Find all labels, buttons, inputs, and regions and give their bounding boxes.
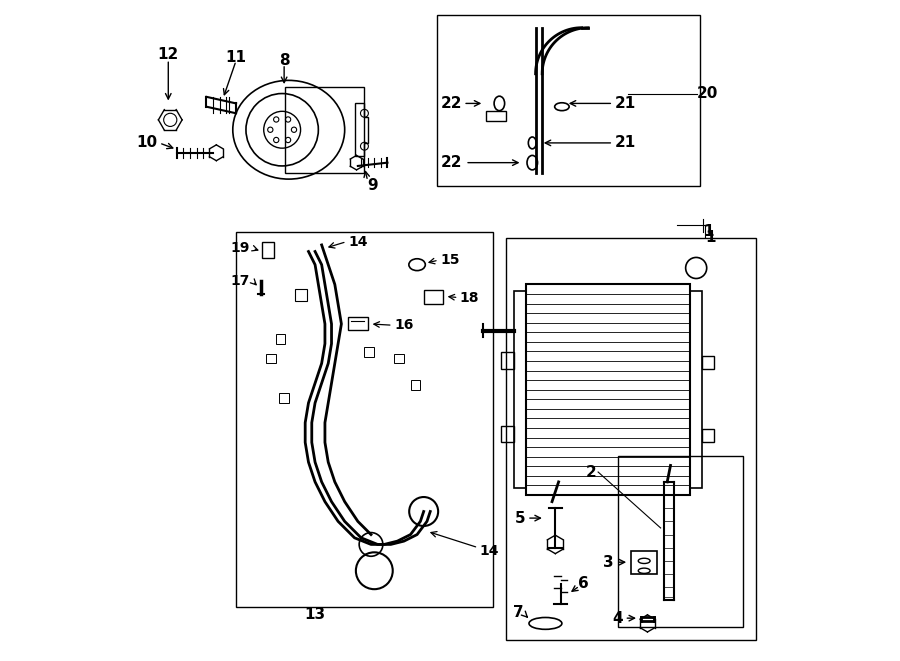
Text: 20: 20 <box>697 86 718 101</box>
Bar <box>631 551 657 574</box>
Bar <box>514 291 526 488</box>
Bar <box>364 347 374 357</box>
Text: 16: 16 <box>394 318 413 332</box>
Text: 1: 1 <box>704 224 714 239</box>
Text: 14: 14 <box>348 235 367 249</box>
Text: 19: 19 <box>230 241 250 255</box>
Bar <box>702 356 714 369</box>
Bar <box>486 111 506 121</box>
Bar <box>348 317 368 330</box>
Text: 22: 22 <box>440 155 462 170</box>
Bar <box>617 455 742 627</box>
Text: 18: 18 <box>460 291 480 305</box>
Bar <box>295 289 307 301</box>
Text: 2: 2 <box>585 465 596 479</box>
Bar <box>263 242 274 258</box>
Bar <box>436 15 700 186</box>
Text: 14: 14 <box>480 544 500 558</box>
Text: 3: 3 <box>603 555 613 570</box>
Bar <box>410 380 420 390</box>
Text: 9: 9 <box>367 178 378 193</box>
Bar <box>702 429 714 442</box>
Bar <box>266 354 275 364</box>
Bar <box>500 426 514 442</box>
Text: 6: 6 <box>579 576 590 592</box>
Bar <box>506 239 756 640</box>
Text: 17: 17 <box>230 274 250 288</box>
Text: 5: 5 <box>515 510 526 525</box>
Bar <box>690 291 702 488</box>
Text: 10: 10 <box>136 136 158 151</box>
Text: 4: 4 <box>612 611 623 626</box>
Text: 1: 1 <box>706 229 716 245</box>
Bar <box>275 334 285 344</box>
Bar <box>526 284 690 495</box>
Text: 7: 7 <box>513 605 524 620</box>
Bar <box>285 87 364 173</box>
Text: 22: 22 <box>440 96 462 111</box>
Text: 8: 8 <box>279 53 290 68</box>
Bar <box>236 232 493 607</box>
Text: 21: 21 <box>615 96 635 111</box>
Bar <box>394 354 404 364</box>
Text: 12: 12 <box>158 46 179 61</box>
Text: 13: 13 <box>304 607 326 623</box>
Text: 15: 15 <box>440 253 460 267</box>
Bar <box>279 393 289 403</box>
Bar <box>500 352 514 369</box>
Text: 21: 21 <box>615 136 635 151</box>
Text: 11: 11 <box>226 50 247 65</box>
Bar <box>424 290 444 304</box>
